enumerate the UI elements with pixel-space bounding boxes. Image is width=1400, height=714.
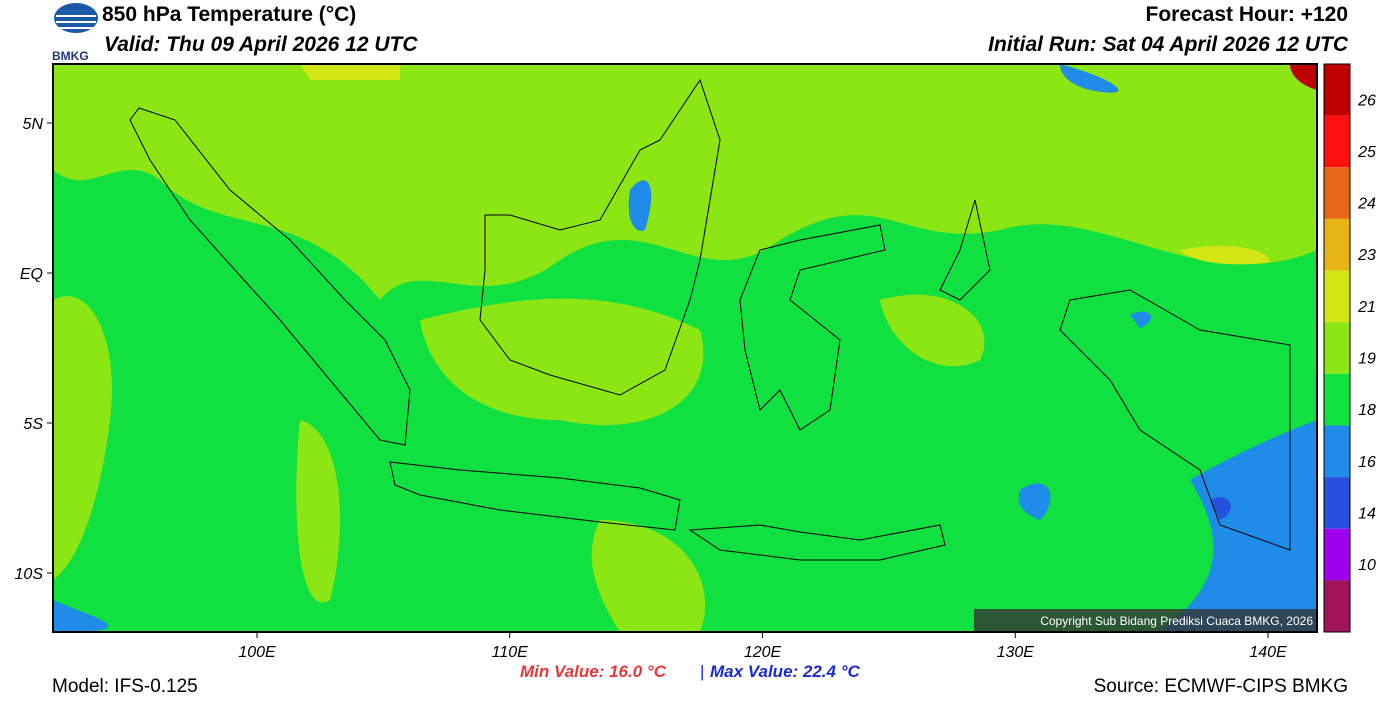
map-frame [52, 63, 1318, 633]
lon-label: 120E [744, 644, 782, 661]
colorbar-segment [1324, 167, 1350, 219]
map-field: Copyright Sub Bidang Prediksi Cuaca BMKG… [53, 64, 1317, 632]
title: 850 hPa Temperature (°C) [102, 3, 356, 26]
colorbar-segment [1324, 528, 1350, 581]
min-value: Min Value: 16.0 °C [520, 662, 667, 681]
coastlines [129, 78, 1291, 561]
colorbar-label: 18 [1358, 402, 1376, 419]
source: Source: ECMWF-CIPS BMKG [1094, 676, 1348, 697]
max-value: Max Value: 22.4 °C [710, 662, 861, 681]
lat-label: 5N [23, 116, 44, 133]
logo: BMKG [52, 3, 98, 63]
lat-label: 10S [15, 566, 44, 583]
lat-label: EQ [20, 266, 43, 283]
lon-label: 140E [1249, 644, 1287, 661]
colorbar-label: 26 [1357, 92, 1376, 109]
colorbar-segment [1324, 373, 1350, 426]
separator: | [700, 662, 704, 681]
lat-label: 5S [23, 416, 43, 433]
copyright: Copyright Sub Bidang Prediksi Cuaca BMKG… [1040, 614, 1313, 628]
colorbar-segment [1324, 322, 1350, 374]
colorbar-label: 14 [1358, 505, 1376, 522]
initial-run: Initial Run: Sat 04 April 2026 12 UTC [988, 33, 1349, 56]
lon-label: 110E [492, 644, 529, 661]
colorbar-segment [1324, 270, 1350, 323]
lon-label: 130E [997, 644, 1035, 661]
colorbar-label: 19 [1358, 350, 1376, 367]
forecast-hour: Forecast Hour: +120 [1146, 3, 1349, 26]
colorbar-label: 23 [1357, 247, 1376, 264]
colorbar-label: 10 [1358, 557, 1376, 574]
colorbar-segment [1324, 64, 1350, 116]
colorbar-label: 16 [1358, 454, 1376, 471]
colorbar-segment [1324, 425, 1350, 478]
colorbar-label: 21 [1357, 299, 1376, 316]
valid-time: Valid: Thu 09 April 2026 12 UTC [104, 33, 418, 56]
lon-label: 100E [238, 644, 276, 661]
colorbar-segment [1324, 477, 1350, 529]
colorbar-segment [1324, 115, 1350, 168]
colorbar-frame [1323, 63, 1351, 633]
colorbar-segment [1324, 580, 1350, 632]
colorbar-label: 24 [1357, 196, 1376, 213]
colorbar-segment [1324, 218, 1350, 271]
model: Model: IFS-0.125 [52, 676, 198, 697]
logo-text: BMKG [52, 49, 89, 63]
colorbar-label: 25 [1357, 144, 1376, 161]
